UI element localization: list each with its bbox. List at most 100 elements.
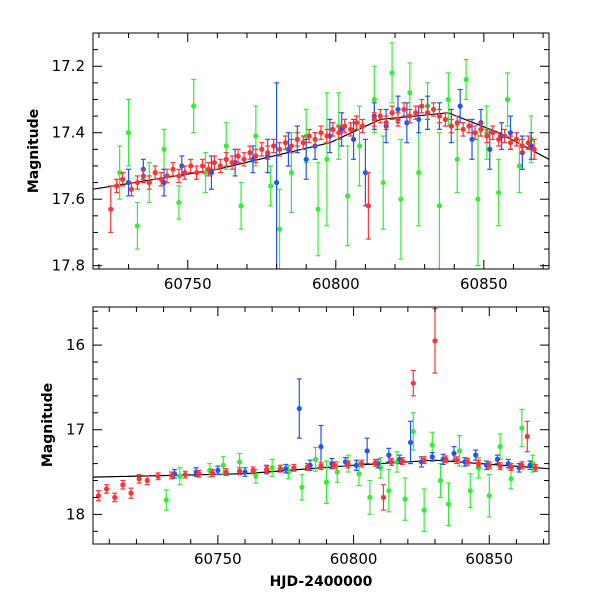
- bottom-trend-line: [93, 459, 549, 478]
- top-panel-frame: [92, 32, 550, 270]
- bottom-series-2-point-6: [283, 463, 289, 474]
- bottom-series-3-point-39: [524, 420, 530, 453]
- data-point: [312, 136, 318, 142]
- bottom-series-1-point-23: [437, 462, 444, 499]
- top-series-3-point-33: [300, 135, 306, 150]
- data-point: [407, 90, 413, 96]
- data-point: [383, 120, 389, 126]
- bottom-series-3-point-24: [372, 458, 378, 467]
- data-point: [299, 484, 305, 490]
- bottom-y-tick-label: 17: [66, 421, 85, 439]
- bottom-series-2-point-17: [407, 420, 414, 465]
- bottom-series-1-point-7: [269, 458, 275, 477]
- data-point: [134, 179, 141, 186]
- data-point: [277, 466, 283, 472]
- data-point: [484, 133, 490, 139]
- data-point: [285, 146, 292, 152]
- top-series-3-point-59: [454, 115, 460, 130]
- top-series-2-point-16: [350, 118, 357, 160]
- top-series-3-point-49: [395, 112, 401, 127]
- data-point: [386, 452, 392, 458]
- top-series-1-point-30: [454, 125, 460, 194]
- bottom-y-axis-label: Magnitude: [40, 383, 56, 467]
- data-point: [283, 466, 289, 472]
- top-series-1-point-35: [504, 72, 511, 127]
- data-point: [416, 170, 422, 176]
- data-point: [161, 179, 167, 186]
- data-point: [398, 196, 404, 202]
- data-point: [472, 130, 478, 136]
- top-series-1-point-2: [125, 98, 132, 167]
- top-series-1-point-16: [315, 162, 321, 257]
- data-point: [336, 130, 342, 136]
- top-series-3-point-37: [324, 128, 330, 144]
- top-series-2-point-5: [208, 155, 215, 190]
- top-series-3-point-64: [484, 128, 490, 144]
- data-point: [182, 170, 188, 176]
- bottom-series-2-point-15: [386, 447, 392, 463]
- bottom-series-1-point-2: [177, 467, 183, 486]
- top-series-1-point-24: [398, 138, 404, 260]
- data-point: [236, 468, 243, 474]
- bottom-series-3-point-7: [144, 475, 150, 486]
- top-series-1-point-26: [416, 118, 422, 227]
- data-point: [419, 103, 425, 109]
- top-series-3-point-53: [419, 98, 425, 114]
- top-panel: 60750 60800 60850 17.2 17.4 17.6 17.8 Magnitud…: [26, 32, 550, 293]
- top-series-1-point-32: [475, 132, 481, 267]
- top-series-3-point-50: [401, 102, 407, 117]
- bottom-series-3-point-32: [454, 456, 460, 465]
- bottom-series-3-point-14: [236, 467, 243, 476]
- bottom-series-2-point-7: [296, 378, 302, 439]
- data-point: [359, 460, 365, 467]
- top-series-3-point-11: [170, 162, 176, 177]
- data-point: [528, 143, 534, 149]
- top-series-2-point-27: [469, 118, 475, 160]
- data-point: [380, 179, 386, 186]
- top-series-2-point-12: [303, 138, 309, 180]
- bottom-series-3-point-29: [421, 456, 427, 465]
- data-point: [353, 120, 360, 126]
- top-series-3-point-68: [507, 135, 514, 150]
- bottom-series-3-point-15: [250, 466, 256, 475]
- data-point: [395, 116, 401, 123]
- top-series-3-point-12: [176, 168, 182, 184]
- top-series-3-point-43: [359, 118, 366, 134]
- bottom-series-3-point-18: [291, 463, 297, 472]
- bottom-series-3-point-9: [169, 471, 175, 480]
- top-series-2-point-9: [273, 82, 280, 269]
- data-point: [114, 183, 120, 189]
- bottom-series-2-point-13: [364, 437, 370, 465]
- bottom-series-2-point-12: [353, 459, 359, 471]
- top-series-3-point-31: [288, 138, 294, 154]
- data-point: [296, 405, 302, 412]
- data-point: [430, 106, 437, 113]
- bottom-series-2-point-3: [215, 465, 221, 476]
- data-point: [507, 130, 514, 136]
- top-series-3: [108, 98, 537, 240]
- data-point: [318, 444, 324, 450]
- data-point: [457, 103, 463, 109]
- top-series-3-point-27: [265, 145, 271, 160]
- top-series-3-point-35: [312, 132, 318, 147]
- data-point: [330, 126, 336, 132]
- top-y-tick-label: 17.6: [52, 190, 85, 208]
- top-panel-data: [93, 42, 549, 269]
- data-point: [380, 494, 387, 501]
- top-series-3-point-25: [253, 148, 259, 164]
- bottom-series-3-point-40: [532, 463, 539, 472]
- bottom-series-3-point-33: [464, 457, 471, 466]
- data-point: [436, 113, 443, 119]
- bottom-series-3-point-2: [103, 484, 110, 494]
- data-point: [467, 488, 473, 494]
- data-point: [365, 203, 371, 209]
- data-point: [136, 476, 142, 482]
- bottom-series-2-point-9: [318, 424, 324, 469]
- top-panel-ticks: 60750 60800 60850 17.2 17.4 17.6 17.8: [52, 32, 549, 293]
- data-point: [532, 465, 539, 471]
- data-point: [318, 130, 324, 136]
- bottom-series-1-point-31: [519, 408, 525, 448]
- top-series-3-point-7: [146, 175, 152, 190]
- top-series-3-point-55: [430, 102, 437, 117]
